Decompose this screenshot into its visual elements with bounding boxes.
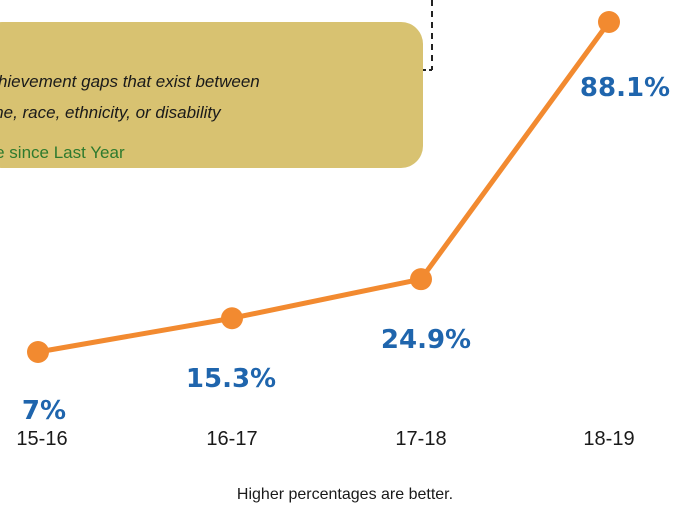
data-point-18-19 [598,11,620,33]
x-tick-label-15-16: 15-16 [16,428,67,450]
callout-text-line-1: achievement gaps that exist between [0,72,260,91]
data-label-17-18: 24.9% [381,325,471,355]
callout-text-line-2: ome, race, ethnicity, or disability [0,103,221,122]
data-point-15-16 [27,341,49,363]
data-point-17-18 [410,268,432,291]
data-label-18-19: 88.1% [580,73,670,103]
callout-box: achievement gaps that exist between ome,… [0,22,423,168]
data-label-16-17: 15.3% [186,364,276,394]
data-label-15-16: 7% [22,396,66,426]
series-line [37,20,612,355]
x-tick-label-17-18: 17-18 [395,428,446,450]
x-tick-label-16-17: 16-17 [206,428,257,450]
x-tick-label-18-19: 18-19 [583,428,634,450]
footnote: Higher percentages are better. [236,486,454,503]
callout-measure-text: ure since Last Year [0,143,125,162]
data-point-16-17 [221,307,243,330]
